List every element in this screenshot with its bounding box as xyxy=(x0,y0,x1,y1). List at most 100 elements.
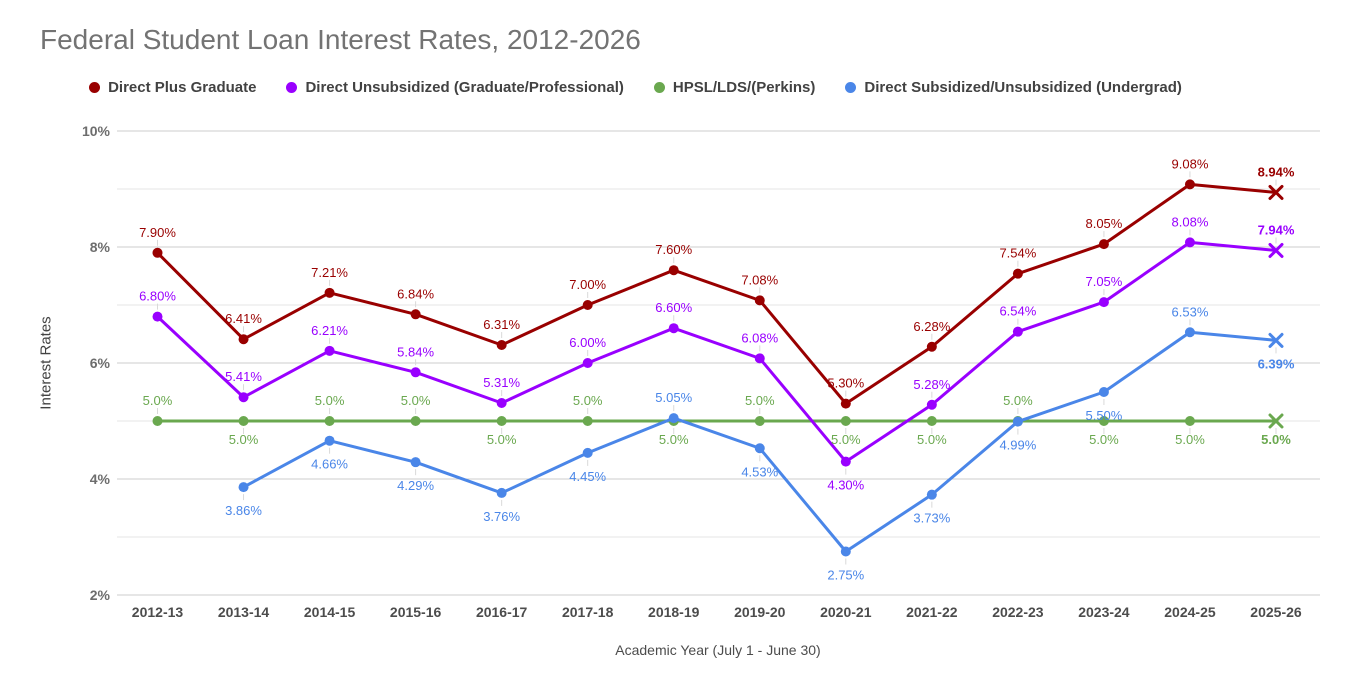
data-label: 7.90% xyxy=(139,225,176,240)
data-label: 5.0% xyxy=(659,432,689,447)
legend-item-direct-plus-graduate[interactable]: Direct Plus Graduate xyxy=(89,79,256,96)
data-point[interactable] xyxy=(668,323,679,334)
data-point[interactable] xyxy=(754,353,765,364)
series-line-direct-plus-graduate xyxy=(156,182,1278,406)
data-label: 6.84% xyxy=(397,286,434,301)
data-label: 5.0% xyxy=(573,393,603,408)
data-point[interactable] xyxy=(324,287,335,298)
data-label: 6.41% xyxy=(225,311,262,326)
data-point[interactable] xyxy=(582,447,593,458)
data-point[interactable] xyxy=(1098,416,1109,426)
data-point[interactable] xyxy=(840,398,851,409)
data-point[interactable] xyxy=(152,416,163,426)
data-point[interactable] xyxy=(754,416,765,426)
data-point[interactable] xyxy=(238,334,249,345)
data-point[interactable] xyxy=(754,295,765,306)
data-point[interactable] xyxy=(1012,268,1023,279)
data-label: 7.60% xyxy=(655,242,692,257)
data-point[interactable] xyxy=(668,413,679,424)
y-tick-label: 6% xyxy=(90,355,111,371)
data-label: 6.54% xyxy=(999,304,1036,319)
data-label: 4.45% xyxy=(569,469,606,484)
data-label: 6.80% xyxy=(139,289,176,304)
legend-swatch-icon xyxy=(653,82,665,93)
data-point-x-marker[interactable] xyxy=(1268,332,1284,348)
data-point[interactable] xyxy=(410,457,421,468)
data-point[interactable] xyxy=(1184,416,1195,426)
data-point[interactable] xyxy=(840,546,851,557)
data-label: 4.66% xyxy=(311,457,348,472)
data-point[interactable] xyxy=(582,416,593,426)
data-point[interactable] xyxy=(238,482,249,493)
data-point[interactable] xyxy=(582,358,593,368)
data-label: 7.00% xyxy=(569,277,606,292)
legend-swatch-icon xyxy=(845,82,857,93)
data-point-x-marker[interactable] xyxy=(1268,184,1284,200)
data-point[interactable] xyxy=(1184,237,1195,248)
data-point[interactable] xyxy=(840,456,851,467)
data-label: 5.0% xyxy=(229,432,259,447)
data-label: 6.31% xyxy=(483,317,520,332)
legend-item-direct-unsubsidized-graduate-professional[interactable]: Direct Unsubsidized (Graduate/Profession… xyxy=(286,79,624,96)
data-point[interactable] xyxy=(152,311,163,322)
data-point[interactable] xyxy=(496,398,507,409)
data-label: 6.53% xyxy=(1172,304,1209,319)
data-label: 4.99% xyxy=(999,438,1036,453)
x-tick-label: 2016-17 xyxy=(476,604,528,620)
data-point[interactable] xyxy=(1184,179,1195,190)
data-point[interactable] xyxy=(1098,239,1109,250)
data-label: 7.94% xyxy=(1258,222,1295,237)
legend-item-hpsl-lds-perkins[interactable]: HPSL/LDS/(Perkins) xyxy=(653,79,815,96)
data-point[interactable] xyxy=(840,416,851,426)
data-point-x-marker[interactable] xyxy=(1268,413,1284,429)
data-point[interactable] xyxy=(668,265,679,276)
data-point[interactable] xyxy=(1012,416,1023,427)
data-point[interactable] xyxy=(238,416,249,426)
data-point[interactable] xyxy=(926,341,937,352)
data-label: 6.28% xyxy=(913,319,950,334)
data-point[interactable] xyxy=(1098,297,1109,308)
x-tick-label: 2014-15 xyxy=(304,604,356,620)
data-point[interactable] xyxy=(324,345,335,356)
data-point[interactable] xyxy=(1184,327,1195,338)
data-label: 5.28% xyxy=(913,377,950,392)
data-point-x-marker[interactable] xyxy=(1268,242,1284,258)
data-point[interactable] xyxy=(238,392,249,403)
data-label: 5.0% xyxy=(1175,432,1205,447)
legend-label: Direct Unsubsidized (Graduate/Profession… xyxy=(305,79,624,96)
data-point[interactable] xyxy=(926,489,937,500)
legend-item-direct-subsidized-unsubsidized-undergrad[interactable]: Direct Subsidized/Unsubsidized (Undergra… xyxy=(845,79,1182,96)
legend-label: Direct Plus Graduate xyxy=(108,79,257,96)
data-point[interactable] xyxy=(754,443,765,454)
data-point[interactable] xyxy=(496,416,507,426)
data-label: 2.75% xyxy=(827,568,864,583)
x-tick-label: 2023-24 xyxy=(1078,604,1130,620)
x-tick-label: 2012-13 xyxy=(132,604,184,620)
data-point[interactable] xyxy=(926,399,937,410)
data-point[interactable] xyxy=(1012,326,1023,337)
x-tick-label: 2017-18 xyxy=(562,604,614,620)
data-point[interactable] xyxy=(582,300,593,310)
x-tick-label: 2024-25 xyxy=(1164,604,1216,620)
data-point[interactable] xyxy=(410,309,421,320)
data-point[interactable] xyxy=(1098,387,1109,397)
data-point[interactable] xyxy=(324,435,335,446)
x-tick-label: 2020-21 xyxy=(820,604,872,620)
data-point[interactable] xyxy=(496,340,507,351)
data-label: 5.50% xyxy=(1085,408,1122,423)
data-point[interactable] xyxy=(496,487,507,498)
data-point[interactable] xyxy=(324,416,335,426)
data-label: 5.0% xyxy=(1089,432,1119,447)
data-label: 4.30% xyxy=(827,478,864,493)
data-label: 5.0% xyxy=(487,432,517,447)
data-label: 5.31% xyxy=(483,375,520,390)
data-label: 5.0% xyxy=(831,432,861,447)
data-point[interactable] xyxy=(926,416,937,426)
data-label: 5.0% xyxy=(917,432,947,447)
data-point[interactable] xyxy=(410,367,421,378)
x-tick-label: 2022-23 xyxy=(992,604,1044,620)
data-point[interactable] xyxy=(152,247,163,258)
data-point[interactable] xyxy=(410,416,421,426)
y-tick-label: 10% xyxy=(82,123,111,139)
